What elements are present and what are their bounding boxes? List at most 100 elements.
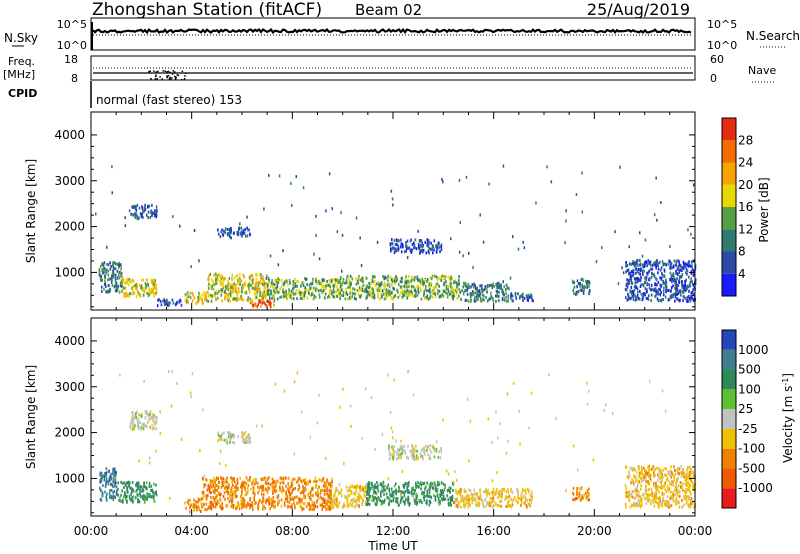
- data-cell: [149, 215, 151, 219]
- data-cell: [142, 427, 145, 431]
- data-cell: [385, 276, 387, 280]
- data-cell: [651, 499, 653, 503]
- data-cell: [250, 487, 252, 491]
- data-cell: [685, 489, 688, 493]
- data-cell: [447, 293, 450, 297]
- data-cell: [403, 486, 405, 490]
- data-cell: [684, 262, 686, 266]
- data-cell: [664, 282, 666, 286]
- data-cell: [394, 247, 397, 251]
- data-cell: [230, 505, 232, 508]
- data-cell: [399, 285, 402, 289]
- data-cell: [147, 210, 150, 214]
- data-cell: [232, 483, 234, 487]
- data-cell: [279, 485, 281, 489]
- data-cell: [676, 296, 678, 300]
- data-cell: [675, 271, 677, 275]
- data-cell: [526, 488, 529, 491]
- data-cell: [199, 296, 201, 300]
- data-cell: [186, 291, 189, 295]
- data-cell: [662, 263, 664, 267]
- data-cell: [460, 297, 462, 301]
- data-cell: [628, 272, 630, 276]
- data-cell: [390, 278, 393, 282]
- data-cell: [420, 483, 423, 487]
- data-cell: [309, 480, 312, 484]
- data-cell: [627, 476, 630, 480]
- data-cell: [633, 277, 636, 281]
- data-cell: [443, 274, 445, 278]
- data-cell: [627, 295, 630, 299]
- data-cell: [639, 499, 642, 503]
- data-cell: [101, 285, 103, 289]
- data-cell: [465, 288, 468, 292]
- data-cell: [361, 498, 364, 502]
- data-cell: [217, 232, 220, 236]
- data-cell: [221, 228, 223, 232]
- data-cell: [332, 505, 335, 509]
- data-cell: [403, 284, 405, 288]
- data-cell: [659, 472, 661, 476]
- data-cell: [290, 289, 293, 293]
- data-cell: [283, 291, 285, 295]
- data-cell: [234, 490, 236, 494]
- data-cell: [311, 503, 314, 507]
- data-cell: [355, 297, 357, 301]
- data-cell: [95, 212, 97, 216]
- data-cell: [217, 277, 219, 281]
- data-cell: [240, 279, 243, 283]
- data-cell: [650, 283, 653, 287]
- data-cell: [673, 278, 676, 282]
- data-cell: [256, 290, 259, 294]
- data-cell: [432, 245, 435, 249]
- data-cell: [288, 288, 290, 292]
- data-cell: [374, 496, 376, 500]
- data-cell: [419, 482, 421, 486]
- data-cell: [288, 505, 290, 508]
- data-cell: [656, 291, 658, 295]
- data-cell: [139, 212, 142, 216]
- data-cell: [642, 473, 644, 477]
- data-cell: [452, 296, 454, 300]
- data-cell: [644, 276, 646, 280]
- data-cell: [290, 505, 292, 509]
- data-cell: [419, 250, 422, 254]
- data-cell: [507, 501, 509, 504]
- data-cell: [135, 295, 138, 298]
- data-cell: [625, 288, 628, 292]
- data-cell: [301, 480, 303, 484]
- data-cell: [655, 278, 658, 282]
- data-cell: [576, 285, 578, 289]
- data-cell: [376, 289, 379, 292]
- data-cell: [685, 487, 688, 491]
- data-cell: [473, 296, 476, 300]
- data-cell: [135, 496, 137, 500]
- data-cell: [255, 283, 257, 287]
- data-cell: [219, 235, 222, 239]
- data-cell: [657, 497, 660, 501]
- data-cell: [194, 503, 196, 507]
- data-cell: [394, 294, 397, 298]
- data-cell: [137, 497, 139, 501]
- data-cell: [344, 292, 346, 296]
- data-cell: [528, 488, 530, 492]
- data-cell: [472, 266, 474, 269]
- data-cell: [638, 503, 640, 507]
- data-cell: [638, 297, 641, 301]
- data-cell: [672, 483, 675, 487]
- data-cell: [631, 290, 633, 294]
- data-cell: [448, 503, 450, 507]
- data-cell: [234, 289, 237, 293]
- data-cell: [296, 279, 298, 283]
- data-cell: [465, 298, 467, 302]
- data-cell: [138, 421, 141, 424]
- data-cell: [683, 295, 685, 298]
- data-cell: [325, 209, 327, 213]
- data-cell: [272, 294, 274, 298]
- data-cell: [234, 297, 236, 301]
- data-cell: [629, 289, 632, 293]
- data-cell: [451, 498, 453, 502]
- data-cell: [291, 482, 294, 486]
- data-cell: [105, 471, 108, 475]
- data-cell: [105, 474, 108, 478]
